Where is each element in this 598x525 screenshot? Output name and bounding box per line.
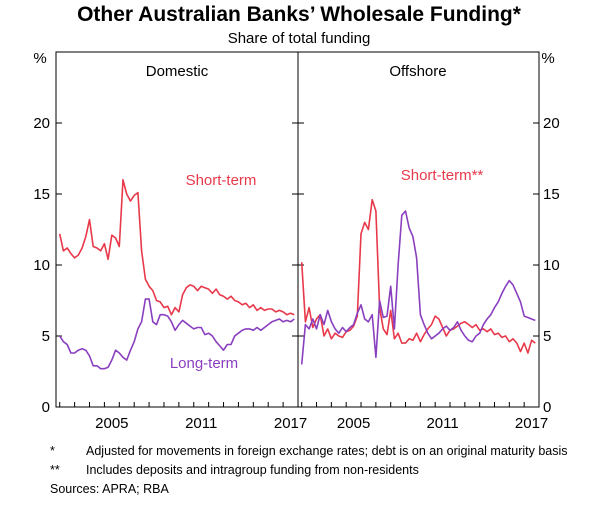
footnote-2: ** Includes deposits and intragroup fund… xyxy=(50,463,590,478)
annotation-domestic-long-term: Long-term xyxy=(170,355,238,372)
footnote-text: Adjusted for movements in foreign exchan… xyxy=(86,444,590,459)
footnote-mark: * xyxy=(50,444,86,459)
y-unit-right: % xyxy=(541,50,554,67)
y-axis-ticks: 0 0 5 5 10 10 15 15 20 20 xyxy=(33,115,559,416)
footnotes: * Adjusted for movements in foreign exch… xyxy=(50,444,590,497)
x-tick-label: 2005 xyxy=(95,415,128,432)
y-tick-label-right: 10 xyxy=(543,257,560,274)
y-tick-label-left: 15 xyxy=(33,186,50,203)
chart-subtitle: Share of total funding xyxy=(228,30,371,47)
annotation-domestic-short-term: Short-term xyxy=(186,172,257,189)
y-tick-label-right: 15 xyxy=(543,186,560,203)
footnote-text: Includes deposits and intragroup funding… xyxy=(86,463,590,478)
panel-title-domestic: Domestic xyxy=(146,63,209,80)
annotation-offshore-short-term: Short-term** xyxy=(401,167,484,184)
sources-line: Sources: APRA; RBA xyxy=(50,482,590,497)
x-tick-label: 2017 xyxy=(515,415,548,432)
chart-title: Other Australian Banks’ Wholesale Fundin… xyxy=(77,3,522,26)
x-tick-label: 2011 xyxy=(185,415,217,432)
y-tick-label-left: 20 xyxy=(33,115,50,132)
y-tick-label-left: 5 xyxy=(42,328,50,345)
footnote-1: * Adjusted for movements in foreign exch… xyxy=(50,444,590,459)
panel-title-offshore: Offshore xyxy=(389,63,446,80)
y-tick-label-left: 0 xyxy=(42,399,50,416)
series-line-offshore-long-term xyxy=(302,211,536,364)
chart-svg: Other Australian Banks’ Wholesale Fundin… xyxy=(0,0,598,440)
footnote-mark: ** xyxy=(50,463,86,478)
x-tick-label: 2017 xyxy=(274,415,307,432)
series-line-domestic-short-term xyxy=(60,180,295,315)
y-tick-label-right: 0 xyxy=(543,399,551,416)
x-tick-label: 2005 xyxy=(337,415,370,432)
x-tick-label: 2011 xyxy=(426,415,458,432)
y-tick-label-right: 20 xyxy=(543,115,560,132)
y-tick-label-left: 10 xyxy=(33,257,50,274)
y-unit-left: % xyxy=(33,50,46,67)
y-tick-label-right: 5 xyxy=(543,328,551,345)
